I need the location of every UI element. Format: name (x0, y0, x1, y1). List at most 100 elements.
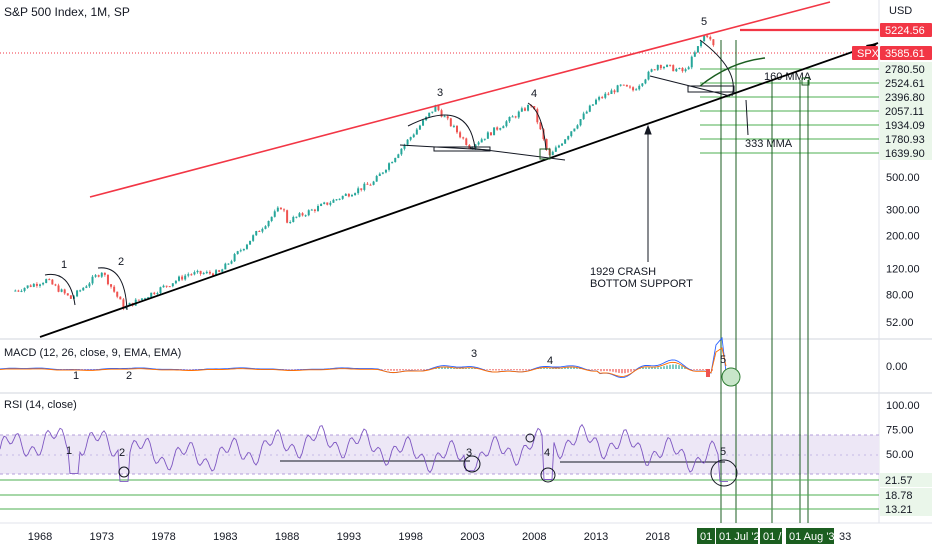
candle (678, 67, 681, 70)
macd-bar (438, 367, 440, 369)
candle (400, 148, 403, 156)
candle (100, 272, 103, 279)
candle (650, 68, 653, 73)
macd-bar (621, 369, 623, 374)
price-wave-label-1: 1 (61, 259, 67, 271)
macd-bar (459, 368, 461, 369)
candle (502, 125, 505, 129)
macd-bar (663, 366, 665, 369)
candle (391, 161, 394, 164)
candle (184, 273, 187, 281)
candle (440, 108, 443, 118)
macd-bar (654, 367, 656, 369)
candle (134, 298, 137, 306)
macd-circle-5 (721, 367, 741, 387)
candle (317, 204, 319, 212)
candle (304, 214, 307, 217)
macd-bar (426, 369, 428, 370)
candle (360, 188, 363, 192)
candle (51, 279, 54, 285)
candle (91, 274, 94, 286)
macd-bar (393, 369, 395, 371)
candle (60, 288, 63, 293)
candle (363, 182, 366, 192)
macd-bar (420, 369, 422, 370)
candle (103, 272, 106, 277)
candle (672, 64, 675, 72)
rsi-line (0, 423, 728, 482)
candle (329, 200, 332, 207)
candle (409, 136, 412, 142)
macd-bar (651, 367, 653, 369)
macd-bar (183, 369, 185, 370)
candle (486, 131, 489, 139)
candle (431, 111, 434, 114)
svg-text:1934.09: 1934.09 (885, 120, 925, 132)
candle (520, 106, 523, 113)
arc-2 (97, 267, 128, 311)
candle (573, 128, 576, 132)
candle (171, 283, 174, 288)
macd-bar (552, 367, 554, 369)
macd-bar (195, 369, 197, 370)
time-tick-1973: 1973 (90, 531, 114, 543)
macd-bar (525, 369, 527, 371)
arc-4 (527, 102, 547, 151)
macd-bar (294, 369, 296, 370)
candle (165, 285, 168, 288)
candle (514, 115, 517, 119)
macd-bar (639, 368, 641, 369)
candle (696, 46, 699, 54)
time-tick-1983: 1983 (213, 531, 237, 543)
macd-bar (405, 369, 407, 371)
candle (310, 208, 313, 211)
macd-bar (609, 369, 611, 372)
candle (39, 283, 41, 288)
candle (178, 275, 180, 282)
candle (279, 207, 282, 210)
macd-bar (555, 368, 557, 369)
macd-wave-label-2: 2 (126, 370, 132, 382)
macd-bar (471, 367, 473, 369)
candle (644, 78, 647, 85)
macd-bar (423, 369, 425, 370)
candle (669, 64, 672, 67)
svg-text:01: 01 (700, 531, 712, 543)
candle (338, 198, 341, 201)
macd-bar (504, 369, 506, 371)
candle (641, 83, 644, 88)
macd-bar (615, 369, 617, 373)
macd-wave-label-3: 3 (471, 348, 477, 360)
macd-bar (468, 367, 470, 369)
macd-bar (84, 369, 86, 370)
candle (245, 243, 248, 250)
candle (628, 84, 631, 89)
svg-text:2524.61: 2524.61 (885, 78, 925, 90)
arc-5 (699, 39, 734, 97)
note-333-mma: 333 MMA (745, 138, 793, 150)
time-tick-1998: 1998 (398, 531, 422, 543)
candle (205, 270, 208, 275)
macd-bar (696, 369, 698, 371)
macd-bar (612, 369, 614, 372)
candle (428, 112, 431, 118)
candle (598, 95, 601, 102)
macd-bar (558, 368, 560, 369)
price-wave-label-2: 2 (118, 256, 124, 268)
candle (20, 289, 23, 293)
candle (97, 274, 100, 278)
macd-bar (513, 369, 515, 371)
arc-1 (44, 273, 76, 306)
candle (187, 272, 190, 278)
candle (588, 104, 591, 113)
arrow-crash-head (644, 124, 652, 135)
candle (557, 144, 560, 149)
macd-bar (387, 369, 389, 371)
macd-bar (456, 367, 458, 369)
candle (79, 289, 82, 293)
candle (350, 193, 353, 197)
macd-bar (570, 367, 572, 369)
time-highlight-3: 01 Aug '30 (786, 528, 841, 544)
macd-bar (87, 369, 89, 370)
